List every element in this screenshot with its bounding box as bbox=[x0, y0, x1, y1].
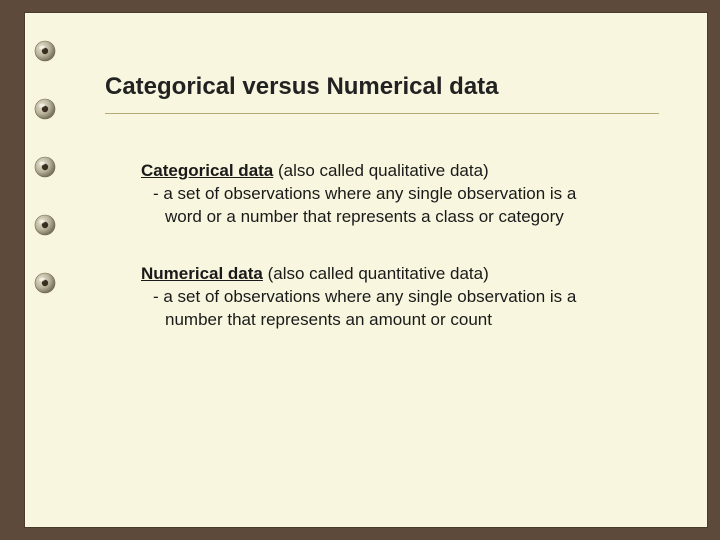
paren-categorical: (also called qualitative data) bbox=[273, 161, 488, 180]
term-numerical: Numerical data bbox=[141, 264, 263, 283]
term-categorical: Categorical data bbox=[141, 161, 273, 180]
page-title: Categorical versus Numerical data bbox=[105, 73, 659, 101]
title-rule bbox=[105, 113, 659, 114]
slide-card: Categorical versus Numerical data Catego… bbox=[24, 12, 708, 528]
slide-content: Categorical versus Numerical data Catego… bbox=[25, 13, 707, 527]
def-line: number that represents an amount or coun… bbox=[141, 309, 659, 332]
def-line: - a set of observations where any single… bbox=[141, 183, 659, 206]
paren-numerical: (also called quantitative data) bbox=[263, 264, 489, 283]
section-categorical: Categorical data (also called qualitativ… bbox=[141, 160, 659, 229]
def-line: word or a number that represents a class… bbox=[141, 206, 659, 229]
section-numerical: Numerical data (also called quantitative… bbox=[141, 263, 659, 332]
def-line: - a set of observations where any single… bbox=[141, 286, 659, 309]
